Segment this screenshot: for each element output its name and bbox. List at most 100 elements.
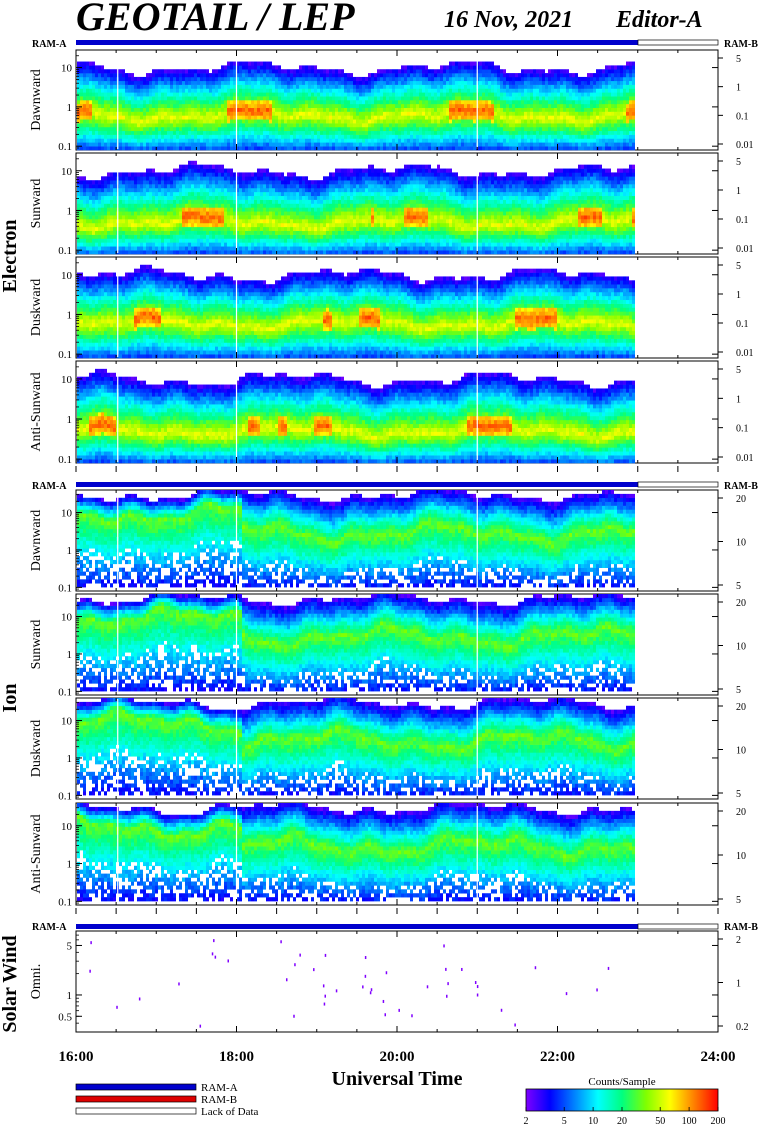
heatmap-cell xyxy=(113,88,116,92)
heatmap-cell xyxy=(629,123,632,127)
heatmap-cell xyxy=(593,135,596,139)
heatmap-cell xyxy=(299,69,302,73)
heatmap-cell xyxy=(128,142,131,146)
heatmap-cell xyxy=(272,88,275,92)
heatmap-cell xyxy=(407,88,410,92)
heatmap-cell xyxy=(224,65,227,69)
heatmap-cell xyxy=(182,69,185,73)
heatmap-cell xyxy=(371,104,374,108)
heatmap-cell xyxy=(341,146,344,150)
heatmap-cell xyxy=(446,81,449,85)
heatmap-cell xyxy=(377,100,380,104)
heatmap-cell xyxy=(131,135,134,139)
heatmap-cell xyxy=(266,138,269,142)
heatmap-cell xyxy=(353,123,356,127)
heatmap-cell xyxy=(89,138,92,142)
heatmap-cell xyxy=(524,115,527,119)
heatmap-cell xyxy=(263,81,266,85)
heatmap-cell xyxy=(152,135,155,139)
heatmap-cell xyxy=(398,138,401,142)
heatmap-cell xyxy=(95,85,98,89)
heatmap-cell xyxy=(218,119,221,123)
heatmap-cell xyxy=(503,81,506,85)
heatmap-cell xyxy=(365,85,368,89)
heatmap-cell xyxy=(554,112,557,116)
heatmap-cell xyxy=(302,104,305,108)
heatmap-cell xyxy=(371,112,374,116)
heatmap-cell xyxy=(353,127,356,131)
heatmap-cell xyxy=(413,65,416,69)
heatmap-cell xyxy=(509,127,512,131)
heatmap-cell xyxy=(140,135,143,139)
heatmap-cell xyxy=(176,123,179,127)
heatmap-cell xyxy=(80,112,83,116)
heatmap-cell xyxy=(503,85,506,89)
heatmap-cell xyxy=(293,138,296,142)
heatmap-cell xyxy=(383,92,386,96)
heatmap-cell xyxy=(188,135,191,139)
heatmap-cell xyxy=(338,142,341,146)
heatmap-cell xyxy=(107,108,110,112)
heatmap-cell xyxy=(95,77,98,81)
heatmap-cell xyxy=(371,142,374,146)
heatmap-cell xyxy=(164,131,167,135)
heatmap-cell xyxy=(398,100,401,104)
heatmap-cell xyxy=(458,65,461,69)
heatmap-cell xyxy=(338,146,341,150)
heatmap-cell xyxy=(122,92,125,96)
heatmap-cell xyxy=(434,88,437,92)
heatmap-cell xyxy=(536,88,539,92)
heatmap-cell xyxy=(95,108,98,112)
heatmap-cell xyxy=(83,211,86,215)
heatmap-cell xyxy=(242,146,245,150)
heatmap-cell xyxy=(92,85,95,89)
heatmap-cell xyxy=(281,81,284,85)
heatmap-cell xyxy=(332,135,335,139)
heatmap-cell xyxy=(281,123,284,127)
heatmap-cell xyxy=(494,77,497,81)
heatmap-cell xyxy=(407,92,410,96)
heatmap-cell xyxy=(473,135,476,139)
heatmap-cell xyxy=(500,108,503,112)
heatmap-cell xyxy=(587,146,590,150)
heatmap-cell xyxy=(233,96,236,100)
heatmap-cell xyxy=(581,123,584,127)
heatmap-cell xyxy=(326,112,329,116)
heatmap-cell xyxy=(566,108,569,112)
heatmap-cell xyxy=(368,108,371,112)
heatmap-cell xyxy=(473,123,476,127)
heatmap-cell xyxy=(248,104,251,108)
heatmap-cell xyxy=(614,77,617,81)
heatmap-cell xyxy=(191,146,194,150)
heatmap-cell xyxy=(578,77,581,81)
heatmap-cell xyxy=(554,92,557,96)
heatmap-cell xyxy=(83,223,86,227)
heatmap-cell xyxy=(512,127,515,131)
heatmap-cell xyxy=(380,92,383,96)
heatmap-cell xyxy=(542,146,545,150)
heatmap-cell xyxy=(329,146,332,150)
heatmap-cell xyxy=(269,138,272,142)
heatmap-cell xyxy=(614,100,617,104)
heatmap-cell xyxy=(263,119,266,123)
heatmap-cell xyxy=(212,88,215,92)
heatmap-cell xyxy=(218,100,221,104)
heatmap-cell xyxy=(542,138,545,142)
heatmap-cell xyxy=(98,123,101,127)
heatmap-cell xyxy=(77,242,80,246)
heatmap-cell xyxy=(284,115,287,119)
heatmap-cell xyxy=(449,131,452,135)
heatmap-cell xyxy=(254,146,257,150)
heatmap-cell xyxy=(230,146,233,150)
heatmap-cell xyxy=(377,146,380,150)
heatmap-cell xyxy=(353,119,356,123)
heatmap-cell xyxy=(80,146,83,150)
heatmap-cell xyxy=(245,127,248,131)
heatmap-cell xyxy=(413,146,416,150)
heatmap-cell xyxy=(134,92,137,96)
heatmap-cell xyxy=(113,100,116,104)
heatmap-cell xyxy=(554,100,557,104)
heatmap-cell xyxy=(242,62,245,66)
heatmap-cell xyxy=(83,62,86,66)
heatmap-cell xyxy=(359,142,362,146)
